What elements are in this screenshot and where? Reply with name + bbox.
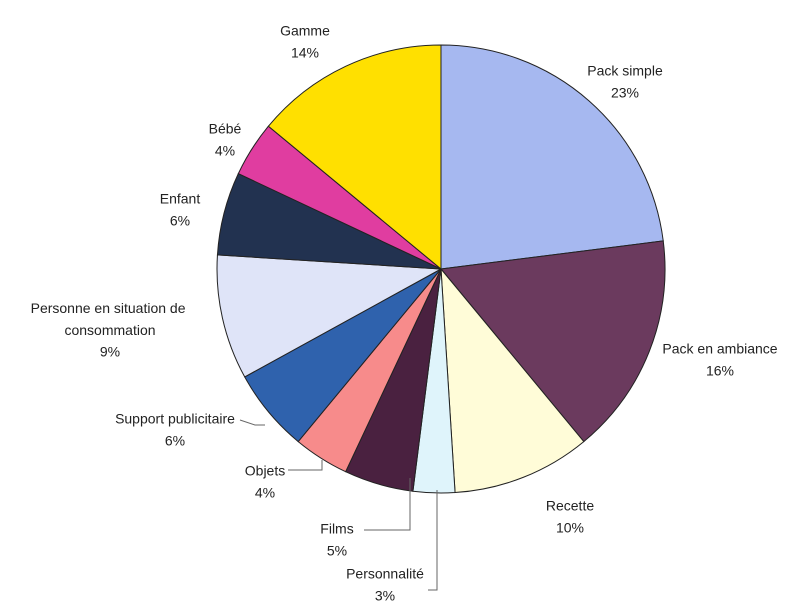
slice-value-label: 3%: [375, 588, 395, 603]
slice-value-label: 6%: [165, 433, 185, 449]
slice-label: Personnalité: [346, 566, 424, 582]
leader-line: [428, 490, 438, 591]
slice-label: Bébé: [209, 121, 242, 137]
slice-value-label: 6%: [170, 213, 190, 229]
slice-value-label: 5%: [327, 543, 347, 559]
slice-value-label: 14%: [291, 45, 319, 61]
pie-slice: [440, 44, 664, 270]
slice-label: Films: [320, 521, 353, 537]
slice-value-label: 4%: [215, 143, 235, 159]
pie-slice: [440, 267, 585, 494]
slice-value-label: 23%: [611, 85, 639, 101]
pie-slice: [216, 254, 443, 378]
slice-label: Pack en ambiance: [662, 341, 777, 357]
slice-label: Enfant: [160, 191, 201, 207]
slice-label: Pack simple: [587, 63, 663, 79]
slice-label: Recette: [546, 498, 594, 514]
slice-value-label: 10%: [556, 520, 584, 536]
slice-label: Objets: [245, 463, 285, 479]
slice-value-label: 9%: [100, 344, 120, 360]
pie-slice: [267, 44, 442, 271]
pie-slice: [440, 240, 666, 443]
leader-line: [239, 419, 265, 426]
slice-value-label: 4%: [255, 485, 275, 501]
slice-value-label: 16%: [706, 363, 734, 379]
leader-line: [364, 478, 411, 531]
slice-label: Support publicitaire: [115, 411, 235, 427]
slice-label: Gamme: [280, 23, 330, 39]
slice-label: Personne en situation de consommation: [31, 300, 190, 338]
leader-line: [288, 460, 323, 471]
